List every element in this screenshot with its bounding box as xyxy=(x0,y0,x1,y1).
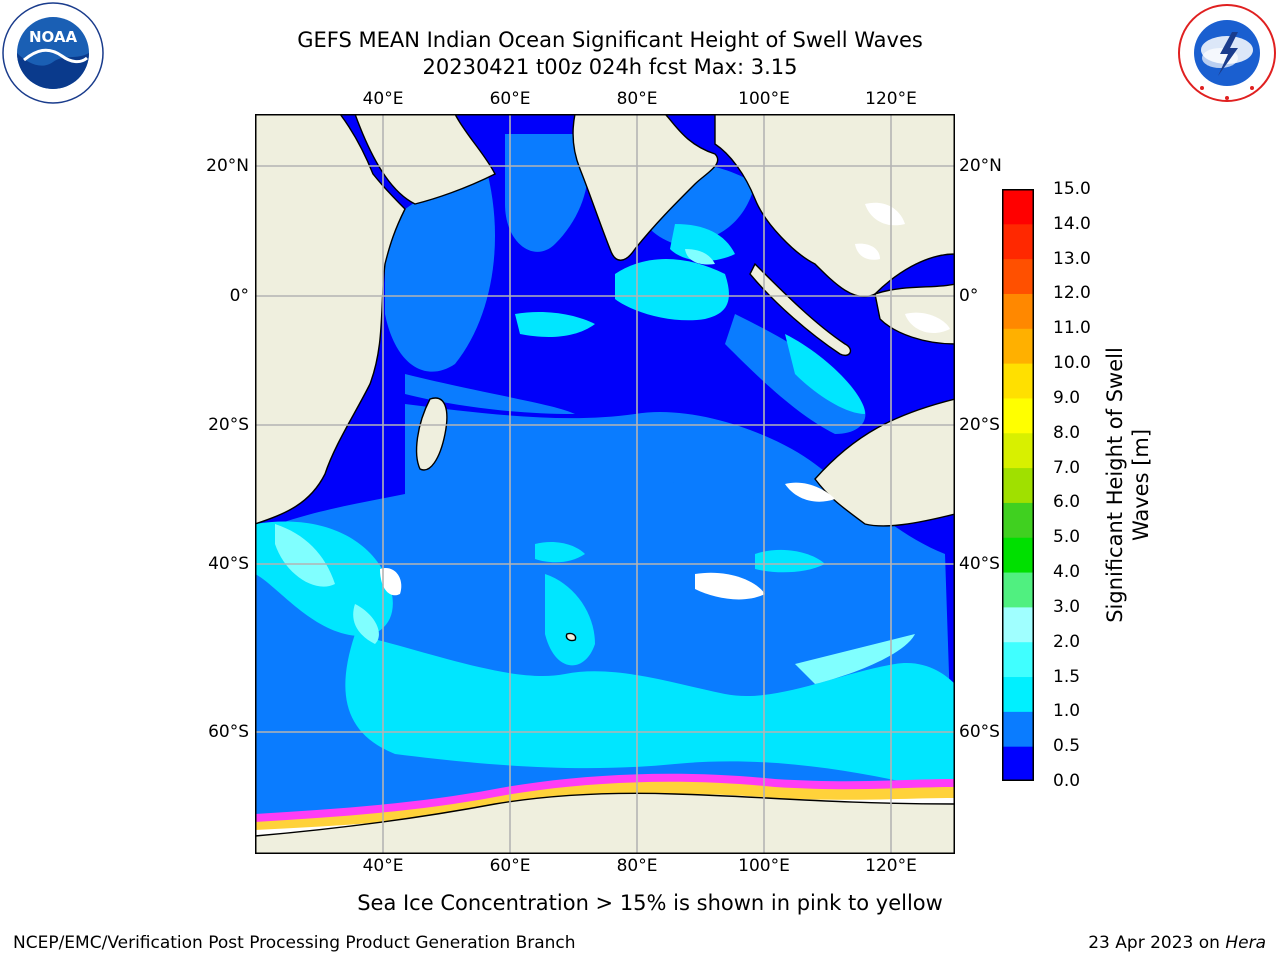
chart-title-line2: 20230421 t00z 024h fcst Max: 3.15 xyxy=(422,55,798,79)
sumatra-land xyxy=(749,262,852,356)
colorbar-cell-11 xyxy=(1002,363,1034,399)
landmasses xyxy=(255,114,955,854)
lat-tick-left-20s: 20°S xyxy=(208,415,249,435)
colorbar-tick-label-7: 5.0 xyxy=(1053,527,1081,548)
lat-lon-grid xyxy=(255,114,955,854)
sea-ice-caption: Sea Ice Concentration > 15% is shown in … xyxy=(357,891,943,915)
colorbar-cell-2 xyxy=(1002,676,1034,712)
colorbar-tick-label-12: 10.0 xyxy=(1053,353,1091,374)
colorbar-tick-label-6: 4.0 xyxy=(1053,562,1081,583)
lat-tick-left-40s: 40°S xyxy=(208,554,249,574)
lat-tick-right-20s: 20°S xyxy=(959,415,1000,435)
colorbar-tick-label-13: 11.0 xyxy=(1053,318,1091,339)
footer-right: 23 Apr 2023 on Hera xyxy=(1088,933,1266,953)
colorbar-tick-label-2: 1.0 xyxy=(1053,701,1081,722)
lon-tick-top-80e: 80°E xyxy=(616,89,658,109)
southeast-asia-land xyxy=(714,114,955,298)
colorbar-tick-label-5: 3.0 xyxy=(1053,596,1081,617)
colorbar-cell-0 xyxy=(1002,746,1034,781)
no-data-patches xyxy=(380,202,950,600)
colorbar-cell-16 xyxy=(1002,189,1034,225)
colorbar-tick-label-9: 7.0 xyxy=(1053,457,1081,478)
colorbar-tick-label-16: 14.0 xyxy=(1053,213,1091,234)
nws-logo-icon xyxy=(1177,3,1277,103)
colorbar-tick-label-3: 1.5 xyxy=(1053,666,1081,687)
colorbar-cell-12 xyxy=(1002,328,1034,364)
footer-host: Hera xyxy=(1225,933,1266,953)
footer-date: 23 Apr 2023 on xyxy=(1088,933,1226,953)
lon-tick-top-60e: 60°E xyxy=(489,89,531,109)
lon-tick-top-40e: 40°E xyxy=(362,89,404,109)
colorbar-tick-label-0: 0.0 xyxy=(1053,771,1081,791)
madagascar-land xyxy=(415,397,448,471)
colorbar-cell-10 xyxy=(1002,397,1034,434)
colorbar-cell-5 xyxy=(1002,572,1034,608)
colorbar-cell-13 xyxy=(1002,293,1034,329)
colorbar-tick-label-14: 12.0 xyxy=(1053,283,1091,304)
lon-tick-top-120e: 120°E xyxy=(865,89,917,109)
colorbar-cell-14 xyxy=(1002,258,1034,294)
swell-band-2.0-3.0 xyxy=(275,249,915,684)
kerguelen-island xyxy=(565,632,577,642)
lon-tick-bottom-40e: 40°E xyxy=(362,856,404,876)
svg-text:NOAA: NOAA xyxy=(29,28,78,46)
colorbar xyxy=(1002,189,1034,781)
colorbar-cell-4 xyxy=(1002,606,1034,643)
colorbar-tick-label-1: 0.5 xyxy=(1053,736,1081,757)
colorbar-tick-label-4: 2.0 xyxy=(1053,631,1081,652)
colorbar-tick-label-17: 15.0 xyxy=(1053,179,1091,199)
lon-tick-bottom-80e: 80°E xyxy=(616,856,658,876)
colorbar-tick-label-15: 13.0 xyxy=(1053,248,1091,269)
colorbar-title-line2: Waves [m] xyxy=(1129,428,1153,542)
lat-tick-right-20n: 20°N xyxy=(959,156,1002,176)
lat-tick-left-20n: 20°N xyxy=(206,156,249,176)
lon-tick-bottom-100e: 100°E xyxy=(738,856,790,876)
colorbar-title-line1: Significant Height of Swell xyxy=(1103,347,1127,623)
lat-tick-right-60s: 60°S xyxy=(959,722,1000,742)
lon-tick-top-100e: 100°E xyxy=(738,89,790,109)
antarctica-land xyxy=(255,792,955,854)
footer-left: NCEP/EMC/Verification Post Processing Pr… xyxy=(13,933,576,953)
colorbar-tick-label-8: 6.0 xyxy=(1053,492,1081,513)
colorbar-title: Significant Height of Swell Waves [m] xyxy=(1102,347,1154,623)
noaa-logo-icon: NOAA xyxy=(2,2,104,104)
colorbar-cell-7 xyxy=(1002,502,1034,538)
lat-tick-left-0: 0° xyxy=(229,286,249,306)
colorbar-tick-label-11: 9.0 xyxy=(1053,387,1081,408)
swell-height-map xyxy=(255,114,955,854)
lon-tick-bottom-120e: 120°E xyxy=(865,856,917,876)
colorbar-cell-3 xyxy=(1002,641,1034,678)
map-frame xyxy=(255,114,955,854)
lat-tick-right-40s: 40°S xyxy=(959,554,1000,574)
colorbar-cell-1 xyxy=(1002,711,1034,747)
chart-title-line1: GEFS MEAN Indian Ocean Significant Heigh… xyxy=(297,28,923,52)
lat-tick-right-0: 0° xyxy=(959,286,979,306)
colorbar-cell-8 xyxy=(1002,467,1034,503)
australia-land xyxy=(814,398,955,527)
lat-tick-left-60s: 60°S xyxy=(208,722,249,742)
colorbar-cell-15 xyxy=(1002,223,1034,260)
colorbar-tick-label-10: 8.0 xyxy=(1053,422,1081,443)
colorbar-cell-9 xyxy=(1002,432,1034,469)
lon-tick-bottom-60e: 60°E xyxy=(489,856,531,876)
colorbar-cell-6 xyxy=(1002,537,1034,573)
india-land xyxy=(572,114,719,261)
